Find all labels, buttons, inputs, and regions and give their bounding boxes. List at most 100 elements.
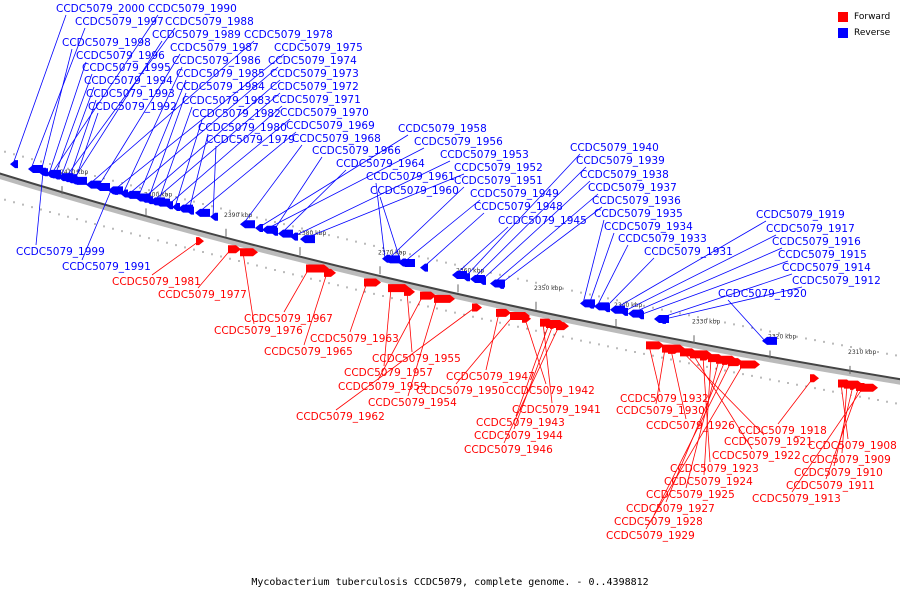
reverse-gene-label: CCDC5079_1920 xyxy=(718,288,807,300)
reverse-gene-label: CCDC5079_1980 xyxy=(198,122,287,134)
reverse-connector xyxy=(188,133,209,211)
reverse-connector xyxy=(142,79,281,200)
reverse-gene-arrow xyxy=(172,203,180,212)
reverse-gene-label: CCDC5079_1945 xyxy=(498,215,587,227)
forward-gene-label: CCDC5079_1950 xyxy=(416,385,505,397)
reverse-connector xyxy=(12,14,67,165)
forward-gene-arrow xyxy=(860,383,878,392)
reverse-connector xyxy=(422,212,485,268)
forward-gene-label: CCDC5079_1911 xyxy=(786,480,875,492)
forward-gene-arrow xyxy=(668,345,680,354)
reverse-connector xyxy=(157,106,193,203)
reverse-gene-label: CCDC5079_1956 xyxy=(414,136,503,148)
forward-connector xyxy=(841,384,848,454)
reverse-connector xyxy=(280,169,347,234)
reverse-gene-label: CCDC5079_1988 xyxy=(165,16,254,28)
reverse-gene-label: CCDC5079_1971 xyxy=(272,94,361,106)
reverse-connector xyxy=(197,131,297,214)
forward-gene-arrow xyxy=(496,308,511,317)
forward-gene-label: CCDC5079_1959 xyxy=(338,381,427,393)
forward-connector xyxy=(653,361,732,516)
reverse-gene-label: CCDC5079_1939 xyxy=(576,155,665,167)
forward-gene-arrow xyxy=(434,294,455,303)
reverse-gene-label: CCDC5079_1991 xyxy=(62,261,151,273)
forward-connector xyxy=(503,325,560,444)
forward-gene-label: CCDC5079_1946 xyxy=(464,444,553,456)
reverse-connector xyxy=(60,86,95,178)
reverse-gene-label: CCDC5079_1964 xyxy=(336,158,425,170)
reverse-gene-arrow xyxy=(636,311,644,320)
reverse-gene-label: CCDC5079_1970 xyxy=(280,107,369,119)
reverse-gene-arrow xyxy=(186,206,194,215)
reverse-swatch xyxy=(838,28,848,38)
reverse-gene-label: CCDC5079_1966 xyxy=(312,145,401,157)
forward-gene-label: CCDC5079_1944 xyxy=(474,430,563,442)
reverse-connector xyxy=(454,226,509,276)
forward-connector xyxy=(791,387,864,493)
reverse-connector xyxy=(64,27,176,179)
reverse-gene-label: CCDC5079_1984 xyxy=(176,81,265,93)
genome-backbone-shadow xyxy=(0,173,900,385)
forward-gene-label: CCDC5079_1981 xyxy=(112,276,201,288)
scale-label: 2370 kbp xyxy=(378,249,406,256)
reverse-gene-label: CCDC5079_1915 xyxy=(778,249,867,261)
reverse-connector xyxy=(242,144,303,225)
forward-connector xyxy=(242,252,255,325)
reverse-gene-arrow xyxy=(602,304,610,313)
forward-gene-arrow xyxy=(324,268,336,277)
forward-connector xyxy=(513,324,554,430)
forward-gene-arrow xyxy=(850,381,858,390)
forward-gene-label: CCDC5079_1908 xyxy=(808,440,897,452)
forward-connector xyxy=(515,323,550,417)
forward-connector xyxy=(692,354,753,450)
reverse-gene-label: CCDC5079_1949 xyxy=(470,188,559,200)
reverse-gene-label: CCDC5079_1952 xyxy=(454,162,543,174)
reverse-connector xyxy=(379,196,402,263)
reverse-gene-label: CCDC5079_1961 xyxy=(366,171,455,183)
forward-gene-label: CCDC5079_1977 xyxy=(158,289,247,301)
scale-label: 2390 kbp xyxy=(224,212,252,219)
forward-gene-label: CCDC5079_1941 xyxy=(512,404,601,416)
forward-gene-label: CCDC5079_1976 xyxy=(214,325,303,337)
reverse-gene-label: CCDC5079_1972 xyxy=(270,81,359,93)
reverse-gene-label: CCDC5079_1969 xyxy=(286,120,375,132)
forward-gene-arrow xyxy=(740,360,760,369)
reverse-connector xyxy=(257,134,409,229)
reverse-connector xyxy=(638,260,789,316)
forward-gene-label: CCDC5079_1923 xyxy=(670,463,759,475)
reverse-gene-arrow xyxy=(300,235,315,244)
reverse-connector xyxy=(50,14,159,175)
forward-gene-arrow xyxy=(306,264,329,273)
forward-gene-label: CCDC5079_1947 xyxy=(446,371,535,383)
reverse-gene-arrow xyxy=(255,224,263,232)
reverse-connector xyxy=(387,186,465,260)
forward-gene-label: CCDC5079_1913 xyxy=(752,493,841,505)
scale-label: 2350 kbp xyxy=(534,285,562,292)
reverse-gene-arrow xyxy=(10,160,18,169)
reverse-connector xyxy=(480,180,591,282)
forward-gene-label: CCDC5079_1921 xyxy=(724,436,813,448)
reverse-connector xyxy=(596,244,629,307)
reverse-gene-label: CCDC5079_1990 xyxy=(148,3,237,15)
reverse-connector xyxy=(588,232,615,305)
reverse-gene-label: CCDC5079_1968 xyxy=(292,133,381,145)
legend-reverse-label: Reverse xyxy=(854,28,891,38)
reverse-connector xyxy=(35,172,44,246)
forward-connector xyxy=(455,315,514,385)
reverse-gene-arrow xyxy=(385,255,400,264)
forward-connector xyxy=(703,358,712,476)
reverse-gene-arrow xyxy=(210,212,218,221)
forward-gene-arrow xyxy=(728,358,743,367)
reverse-gene-arrow xyxy=(270,227,278,236)
reverse-gene-label: CCDC5079_1994 xyxy=(84,75,173,87)
reverse-gene-arrow xyxy=(52,171,60,180)
reverse-gene-label: CCDC5079_1940 xyxy=(570,142,659,154)
forward-gene-label: CCDC5079_1930 xyxy=(616,405,705,417)
reverse-gene-label: CCDC5079_1992 xyxy=(88,101,177,113)
reverse-connector xyxy=(72,40,163,181)
reverse-gene-label: CCDC5079_1948 xyxy=(474,201,563,213)
forward-connector xyxy=(840,383,849,440)
forward-connector xyxy=(655,348,666,405)
reverse-gene-arrow xyxy=(108,186,123,195)
